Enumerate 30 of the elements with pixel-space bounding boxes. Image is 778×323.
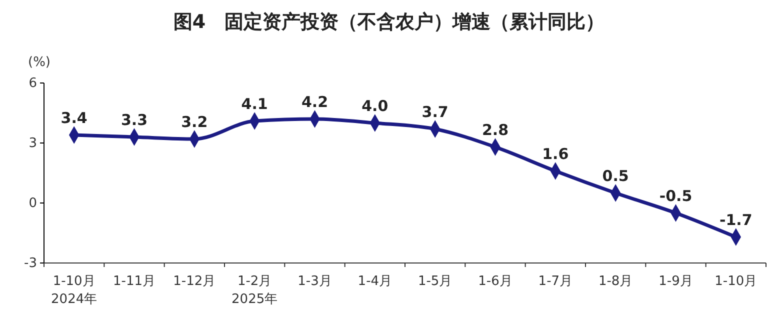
data-label: 0.5 (602, 167, 629, 185)
data-label: -0.5 (659, 187, 692, 205)
x-tick-label: 1-4月 (358, 274, 392, 289)
data-label: 3.2 (181, 113, 208, 131)
y-tick-label: 0 (28, 196, 37, 212)
x-tick-label: 1-6月 (478, 274, 512, 289)
data-label: 4.1 (241, 95, 268, 113)
y-axis-title: (%) (28, 55, 50, 70)
x-tick-label: 1-10月 (714, 274, 758, 289)
x-tick-label: 1-10月 2024年 (51, 274, 98, 307)
x-tick-label: 1-8月 (598, 274, 633, 289)
chart-title: 图4 固定资产投资（不含农户）增速（累计同比） (173, 11, 605, 33)
y-tick-label: -3 (24, 256, 37, 272)
data-label: 3.7 (422, 103, 448, 121)
data-label: 4.2 (301, 93, 328, 111)
y-tick-label: 3 (28, 136, 37, 152)
x-tick-label: 1-3月 (298, 274, 332, 289)
data-label: -1.7 (720, 211, 752, 229)
x-tick-label: 1-9月 (658, 274, 693, 289)
x-tick-label: 1-5月 (418, 274, 452, 289)
x-tick-label: 1-11月 (112, 274, 156, 289)
data-label: 4.0 (362, 97, 388, 115)
x-tick-label: 1-12月 (173, 274, 216, 289)
data-label: 3.4 (60, 109, 88, 127)
x-tick-label: 1-7月 (538, 274, 573, 289)
data-label: 3.3 (120, 111, 148, 129)
data-label: 1.6 (542, 145, 569, 163)
x-tick-label: 1-2月 2025年 (232, 274, 278, 307)
y-tick-label: 6 (28, 76, 37, 92)
data-label: 2.8 (482, 121, 509, 139)
